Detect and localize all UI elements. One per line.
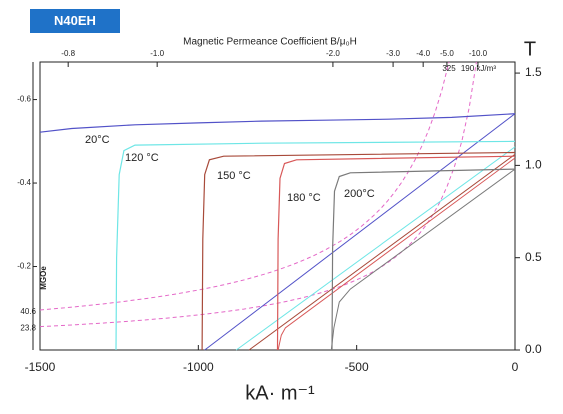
intrinsic-curve: [276, 155, 516, 351]
intrinsic-curve: [115, 140, 516, 351]
top-tick-label: -3.0: [386, 49, 400, 58]
induction-curve: [236, 146, 516, 351]
top-tick-label: -4.0: [416, 49, 430, 58]
x-tick-label: -1000: [183, 360, 214, 374]
x-tick-label: 0: [512, 360, 519, 374]
y-tick-label: 0.5: [525, 250, 542, 264]
energy-label: 190 kJ/m³: [461, 64, 496, 73]
intrinsic-curve: [39, 113, 516, 133]
series-label: 150 °C: [217, 170, 251, 182]
energy-mgoe-label: 23.8: [20, 324, 36, 333]
y-axis-label: T: [524, 38, 536, 60]
energy-mgoe-label: 40.6: [20, 307, 36, 316]
top-tick-label: -0.8: [61, 49, 75, 58]
badge: [30, 9, 120, 33]
y2-tick-label: -0.6: [17, 95, 31, 104]
energy-curve: [39, 61, 477, 328]
x-tick-label: -500: [345, 360, 369, 374]
y2-axis-label: MGOe: [39, 266, 48, 290]
top-axis-title: Magnetic Permeance Coefficient B/μ₀H: [183, 37, 357, 48]
series-label: 20°C: [85, 134, 110, 146]
top-tick-label: -10.0: [469, 49, 488, 58]
intrinsic-curve: [201, 151, 516, 351]
top-tick-label: -2.0: [326, 49, 340, 58]
badge-text: N40EH: [54, 13, 96, 28]
induction-curve: [204, 113, 516, 351]
series-label: 200°C: [344, 188, 375, 200]
y-tick-label: 1.5: [525, 65, 542, 79]
series-label: 120 °C: [125, 152, 159, 164]
y-tick-label: 1.0: [525, 158, 542, 172]
energy-curve: [39, 61, 450, 311]
induction-curve: [330, 168, 516, 351]
top-tick-label: -1.0: [150, 49, 164, 58]
induction-curve: [248, 153, 516, 351]
x-axis-label: kA· m⁻¹: [245, 382, 315, 404]
x-tick-label: -1500: [25, 360, 56, 374]
energy-label: 325: [442, 64, 456, 73]
y-tick-label: 0.0: [525, 342, 542, 356]
intrinsic-curve: [331, 168, 516, 351]
top-tick-label: -5.0: [440, 49, 454, 58]
series-label: 180 °C: [287, 192, 321, 204]
induction-curve: [277, 157, 516, 351]
y2-tick-label: -0.4: [17, 178, 31, 187]
y2-tick-label: -0.2: [17, 262, 31, 271]
